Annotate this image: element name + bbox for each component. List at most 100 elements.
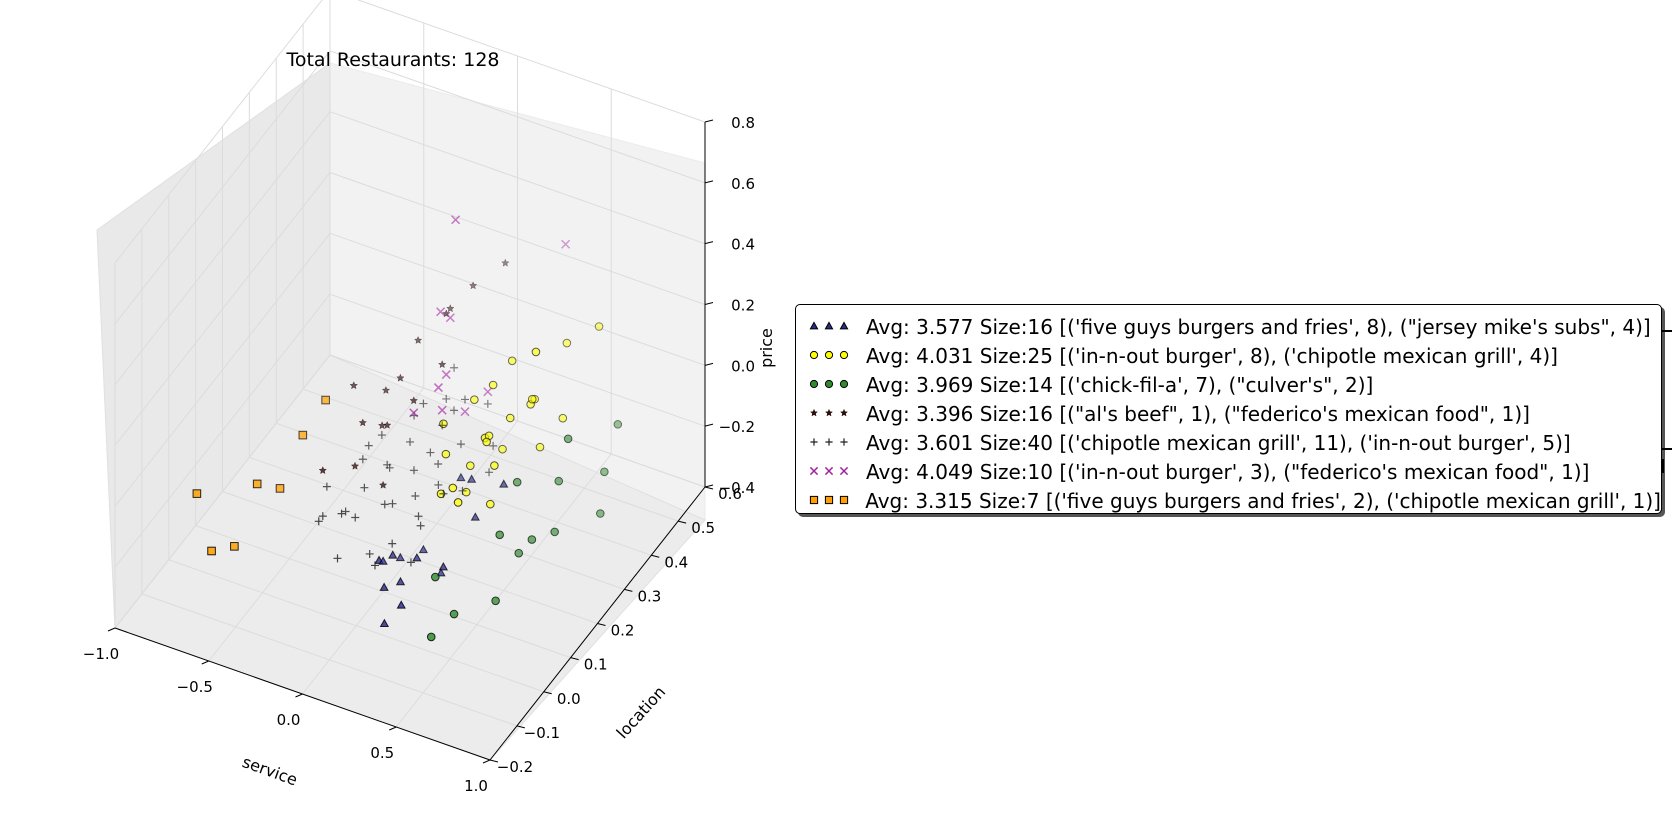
x-tick-mark <box>295 693 303 698</box>
legend-marker-glyph <box>839 350 849 360</box>
data-point-series-3 <box>349 381 359 390</box>
y-tick-mark <box>651 554 660 558</box>
data-point-series-4 <box>385 463 394 472</box>
y-tick-label: 0.6 <box>718 485 742 503</box>
grid-line-y <box>168 559 544 693</box>
data-point-series-0 <box>418 544 429 554</box>
y-axis-label: location <box>613 682 670 742</box>
x-tick-label: −1.0 <box>83 645 119 663</box>
data-point-series-3 <box>382 420 392 429</box>
data-point-series-5 <box>437 405 447 415</box>
grid-line-y <box>249 456 625 590</box>
legend-marker-glyph <box>809 495 819 505</box>
data-point-series-4 <box>434 459 443 468</box>
legend-marker-glyph <box>824 321 834 330</box>
data-point-series-4 <box>411 491 420 500</box>
legend-marker-glyph <box>809 408 819 417</box>
data-point-series-0 <box>412 553 422 562</box>
y-tick-mark <box>570 657 579 661</box>
grid-line-y <box>302 388 679 522</box>
y-tick-mark <box>489 759 499 763</box>
legend-item: Avg: 3.577 Size:16 [('five guys burgers … <box>796 312 1661 341</box>
x-tick-label: 0.0 <box>277 711 301 729</box>
data-point-series-5 <box>436 307 446 317</box>
data-point-series-3 <box>377 421 387 430</box>
x-tick-label: 0.5 <box>370 744 394 762</box>
data-point-series-0 <box>388 550 398 559</box>
z-tick-label: 0.4 <box>731 236 755 254</box>
data-point-series-6 <box>275 484 285 493</box>
data-point-series-4 <box>388 539 397 548</box>
data-point-series-3 <box>396 373 405 382</box>
data-point-series-1 <box>461 487 471 497</box>
legend-marker-glyph <box>825 438 833 446</box>
z-tick-label: 0.2 <box>731 297 755 315</box>
data-point-series-5 <box>451 215 461 225</box>
data-point-series-6 <box>207 546 216 556</box>
data-point-series-6 <box>252 479 262 489</box>
data-point-series-4 <box>322 482 331 491</box>
legend-marker-glyph <box>824 350 834 360</box>
data-point-series-4 <box>351 513 360 522</box>
data-point-series-5 <box>483 387 493 397</box>
data-point-series-2 <box>514 548 524 558</box>
data-point-series-2 <box>512 477 522 487</box>
data-point-series-1 <box>527 394 537 404</box>
data-point-series-0 <box>396 600 406 609</box>
z-tick-label: 0.0 <box>731 357 755 375</box>
z-tick-mark <box>704 180 714 184</box>
z-tick-mark <box>704 484 714 488</box>
data-point-series-3 <box>501 258 510 267</box>
data-point-series-4 <box>314 517 323 526</box>
z-tick-label: −0.2 <box>719 418 755 436</box>
z-tick-mark <box>704 302 714 305</box>
legend-edge-mark-top <box>1662 330 1672 332</box>
data-point-series-3 <box>413 335 423 344</box>
data-point-series-4 <box>318 512 327 521</box>
x-tick-label: 1.0 <box>464 777 488 795</box>
data-point-series-1 <box>562 338 572 348</box>
legend-marker-glyph <box>839 408 849 417</box>
data-point-series-0 <box>379 582 389 591</box>
z-tick-label: 0.8 <box>731 114 755 132</box>
legend-marker <box>809 495 849 505</box>
legend-marker-glyph <box>824 466 834 476</box>
x-tick-mark <box>107 627 116 632</box>
y-tick-mark <box>704 486 714 490</box>
data-point-series-6 <box>298 430 308 440</box>
data-point-series-1 <box>507 356 517 366</box>
data-point-series-4 <box>450 406 458 415</box>
data-point-series-4 <box>438 421 447 430</box>
legend-marker-glyph <box>824 408 834 417</box>
data-point-series-4 <box>485 468 494 477</box>
legend-label: Avg: 3.601 Size:40 [('chipotle mexican g… <box>866 430 1571 455</box>
y-tick-label: −0.1 <box>524 724 560 742</box>
z-tick-label: −0.4 <box>719 479 755 497</box>
legend-label: Avg: 4.031 Size:25 [('in-n-out burger', … <box>866 343 1558 368</box>
data-point-series-2 <box>554 476 564 486</box>
data-point-series-5 <box>445 313 455 323</box>
data-point-series-5 <box>433 383 443 393</box>
y-tick-label: 0.5 <box>691 519 715 537</box>
data-point-series-4 <box>406 558 415 567</box>
data-point-series-2 <box>491 596 500 606</box>
x-tick-label: −0.5 <box>177 678 213 696</box>
legend-marker-glyph <box>824 379 834 389</box>
data-point-series-1 <box>448 483 458 493</box>
data-point-series-0 <box>378 556 388 565</box>
data-points <box>192 215 623 642</box>
z-tick-label: 0.6 <box>731 175 755 193</box>
legend-marker-glyph <box>840 438 848 446</box>
data-point-series-2 <box>431 572 440 582</box>
data-point-series-3 <box>358 418 368 427</box>
z-tick-mark <box>704 362 714 366</box>
legend-edge-mark-mid <box>1662 448 1672 450</box>
grid-line-z <box>114 171 706 446</box>
data-point-series-4 <box>483 399 492 408</box>
data-point-series-0 <box>395 576 406 586</box>
grid-line-y <box>222 491 598 624</box>
axis-ticks: −1.0−0.50.00.51.0−0.2−0.10.00.10.20.30.4… <box>83 114 755 795</box>
y-tick-label: −0.2 <box>497 758 533 776</box>
data-point-series-2 <box>596 509 605 518</box>
data-point-series-4 <box>456 440 465 449</box>
